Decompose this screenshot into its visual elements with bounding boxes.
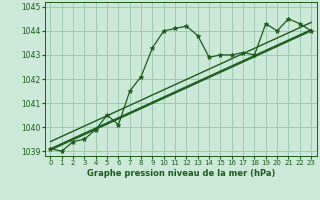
X-axis label: Graphe pression niveau de la mer (hPa): Graphe pression niveau de la mer (hPa) bbox=[87, 169, 275, 178]
